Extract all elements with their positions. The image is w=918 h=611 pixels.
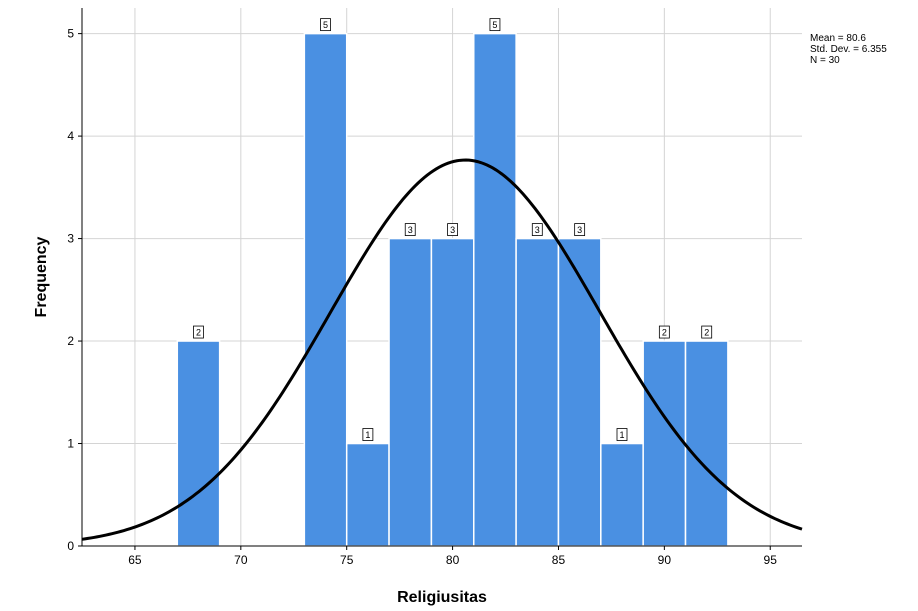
bar-count-labels: 2 5 1 3 3 5 3 3 1 2 2 bbox=[193, 18, 713, 441]
bar-count-box bbox=[531, 223, 543, 236]
x-tick-label: 95 bbox=[764, 553, 778, 567]
bar-count-label: 2 bbox=[662, 328, 667, 338]
histogram-bar bbox=[557, 237, 602, 547]
bar-count-label: 5 bbox=[492, 20, 497, 30]
y-tick-label: 5 bbox=[67, 27, 74, 41]
histogram-bar bbox=[642, 340, 687, 547]
histogram-bar bbox=[515, 237, 560, 547]
y-tick-label: 1 bbox=[67, 437, 74, 451]
y-tick-label: 2 bbox=[67, 334, 74, 348]
x-tick-label: 75 bbox=[340, 553, 354, 567]
x-axis-title: Religiusitas bbox=[397, 589, 487, 606]
bar-count-label: 2 bbox=[704, 328, 709, 338]
y-tick-label: 3 bbox=[67, 232, 74, 246]
normal-curve-layer bbox=[81, 158, 803, 541]
x-tick-label: 90 bbox=[658, 553, 672, 567]
histogram-bar bbox=[303, 32, 348, 547]
stat-mean: Mean = 80.6 bbox=[810, 33, 866, 44]
bar-count-label: 3 bbox=[535, 225, 540, 235]
x-tick-label: 85 bbox=[552, 553, 566, 567]
bar-count-box bbox=[574, 223, 586, 236]
stat-std-dev: Std. Dev. = 6.355 bbox=[810, 44, 887, 55]
bar-count-box bbox=[616, 428, 628, 441]
x-tick-label: 65 bbox=[128, 553, 142, 567]
histogram-bar bbox=[388, 237, 433, 547]
histogram-bar bbox=[430, 237, 475, 547]
bar-count-label: 1 bbox=[619, 430, 624, 440]
bar-count-box bbox=[658, 325, 670, 339]
bar-count-box bbox=[193, 325, 204, 339]
normal-curve bbox=[81, 158, 803, 541]
histogram-bar bbox=[600, 442, 644, 547]
bar-count-box bbox=[447, 223, 458, 236]
y-axis-title: Frequency bbox=[33, 236, 50, 317]
bar-count-box bbox=[362, 428, 374, 441]
axes: 65 70 75 80 85 90 95 0 1 2 3 4 5 bbox=[67, 8, 802, 567]
bar-count-label: 1 bbox=[365, 430, 370, 440]
statistics-legend: Mean = 80.6 Std. Dev. = 6.355 N = 30 bbox=[810, 33, 887, 66]
bar-count-label: 3 bbox=[577, 225, 582, 235]
bar-count-label: 3 bbox=[450, 225, 455, 235]
histogram-bar bbox=[473, 32, 517, 547]
x-tick-label: 80 bbox=[446, 553, 460, 567]
bar-count-box bbox=[320, 18, 331, 32]
histogram-bar bbox=[176, 340, 221, 547]
x-tick-label: 70 bbox=[234, 553, 248, 567]
stat-n: N = 30 bbox=[810, 55, 840, 66]
histogram-bar bbox=[345, 442, 390, 547]
y-tick-label: 4 bbox=[67, 129, 74, 143]
bar-count-box bbox=[701, 325, 713, 339]
bar-count-box bbox=[489, 18, 501, 32]
bar-count-label: 2 bbox=[196, 328, 201, 338]
y-tick-label: 0 bbox=[67, 539, 74, 553]
histogram-bar bbox=[684, 340, 729, 547]
bar-count-label: 5 bbox=[323, 20, 328, 30]
bar-count-box bbox=[404, 223, 416, 236]
bar-count-label: 3 bbox=[408, 225, 413, 235]
